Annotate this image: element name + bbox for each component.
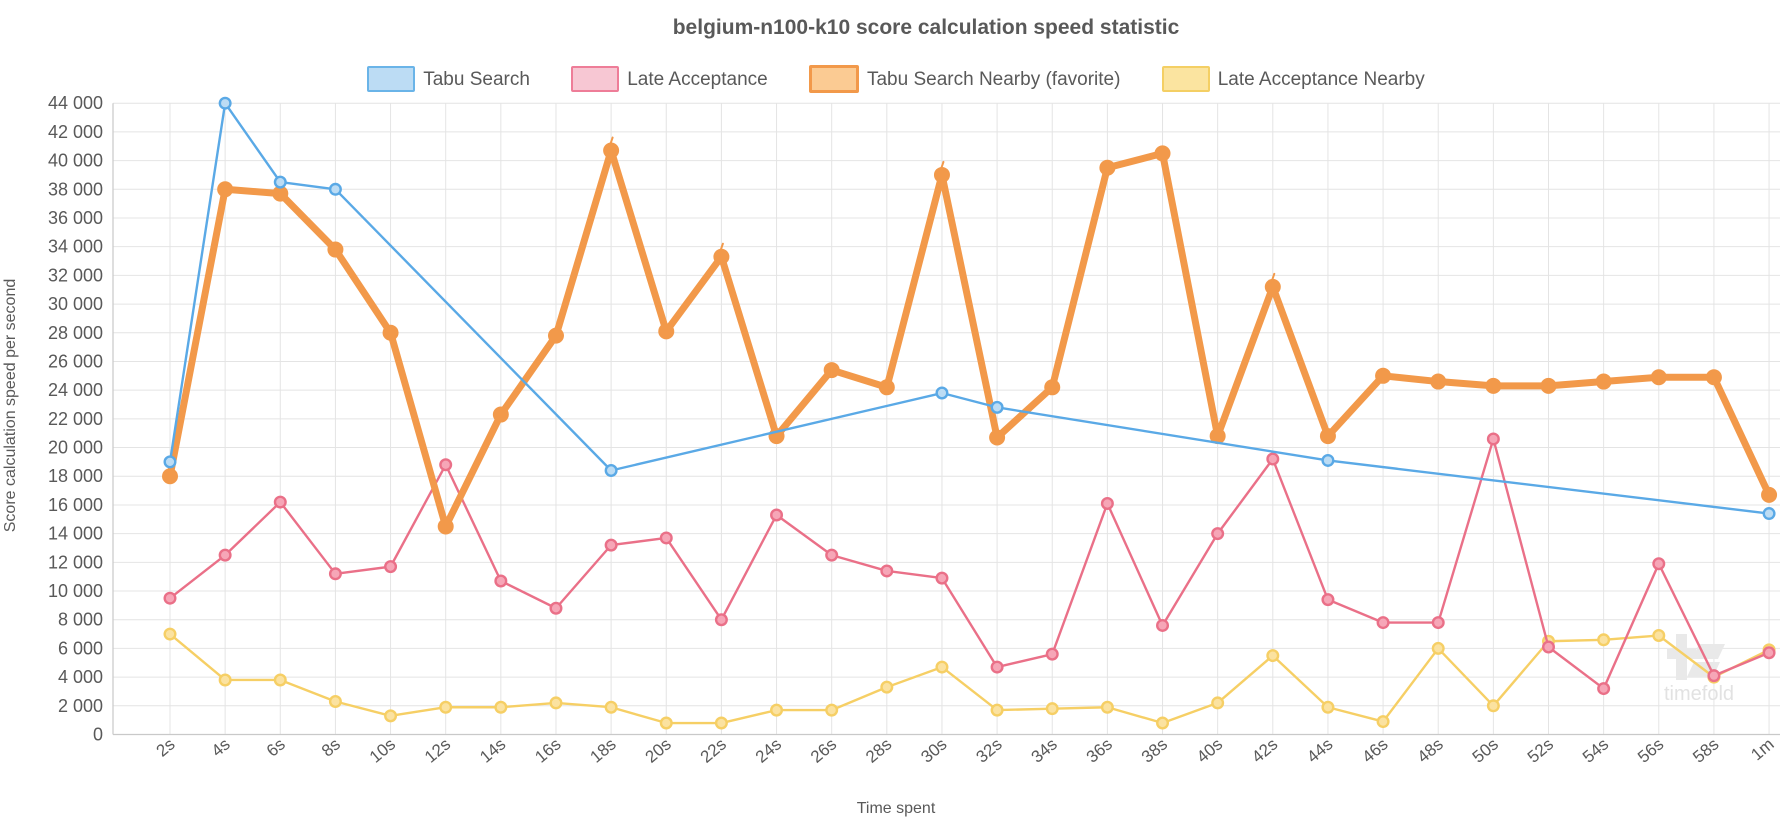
svg-text:4 000: 4 000 — [58, 667, 103, 687]
svg-text:24 000: 24 000 — [48, 380, 103, 400]
svg-text:44 000: 44 000 — [48, 93, 103, 113]
svg-text:50s: 50s — [1469, 735, 1502, 767]
svg-text:4s: 4s — [208, 735, 234, 761]
svg-text:56s: 56s — [1634, 735, 1667, 767]
svg-text:26s: 26s — [807, 735, 840, 767]
svg-text:2s: 2s — [153, 735, 179, 761]
svg-text:20 000: 20 000 — [48, 438, 103, 458]
svg-text:14s: 14s — [476, 735, 509, 767]
svg-text:timefold: timefold — [1664, 683, 1734, 705]
svg-text:36s: 36s — [1083, 735, 1116, 767]
svg-text:8s: 8s — [318, 735, 344, 761]
svg-text:18s: 18s — [586, 735, 619, 767]
svg-text:1m: 1m — [1747, 735, 1777, 765]
svg-text:32s: 32s — [972, 735, 1005, 767]
svg-text:46s: 46s — [1358, 735, 1391, 767]
svg-text:0: 0 — [93, 725, 103, 745]
svg-text:34 000: 34 000 — [48, 237, 103, 257]
svg-text:54s: 54s — [1579, 735, 1612, 767]
svg-text:48s: 48s — [1414, 735, 1447, 767]
svg-text:42 000: 42 000 — [48, 122, 103, 142]
svg-text:30s: 30s — [917, 735, 950, 767]
svg-text:12s: 12s — [421, 735, 454, 767]
svg-text:34s: 34s — [1028, 735, 1061, 767]
svg-text:38s: 38s — [1138, 735, 1171, 767]
svg-text:24s: 24s — [752, 735, 785, 767]
svg-text:8 000: 8 000 — [58, 610, 103, 630]
svg-text:14 000: 14 000 — [48, 524, 103, 544]
svg-text:32 000: 32 000 — [48, 265, 103, 285]
svg-text:6s: 6s — [263, 735, 289, 761]
svg-text:28 000: 28 000 — [48, 323, 103, 343]
svg-text:10 000: 10 000 — [48, 581, 103, 601]
svg-text:26 000: 26 000 — [48, 351, 103, 371]
svg-text:44s: 44s — [1303, 735, 1336, 767]
svg-text:6 000: 6 000 — [58, 638, 103, 658]
svg-text:16s: 16s — [531, 735, 564, 767]
svg-text:38 000: 38 000 — [48, 179, 103, 199]
svg-text:30 000: 30 000 — [48, 294, 103, 314]
svg-text:58s: 58s — [1689, 735, 1722, 767]
svg-text:12 000: 12 000 — [48, 552, 103, 572]
svg-text:22 000: 22 000 — [48, 409, 103, 429]
svg-text:20s: 20s — [642, 735, 675, 767]
svg-text:40 000: 40 000 — [48, 151, 103, 171]
svg-text:10s: 10s — [366, 735, 399, 767]
svg-text:18 000: 18 000 — [48, 466, 103, 486]
svg-text:42s: 42s — [1248, 735, 1281, 767]
svg-text:40s: 40s — [1193, 735, 1226, 767]
svg-text:16 000: 16 000 — [48, 495, 103, 515]
svg-text:36 000: 36 000 — [48, 208, 103, 228]
svg-text:22s: 22s — [697, 735, 730, 767]
svg-text:28s: 28s — [862, 735, 895, 767]
svg-text:2 000: 2 000 — [58, 696, 103, 716]
svg-text:52s: 52s — [1524, 735, 1557, 767]
